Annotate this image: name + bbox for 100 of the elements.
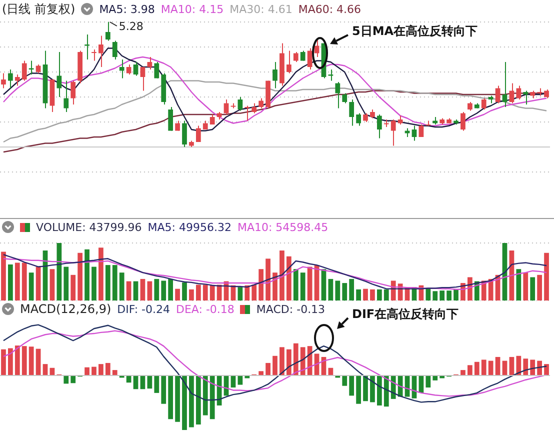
bar — [481, 360, 486, 376]
bar — [182, 282, 187, 300]
bar — [376, 376, 382, 406]
bar — [22, 262, 27, 300]
annotation: 5.28 — [118, 20, 144, 33]
bar — [84, 249, 90, 300]
bar — [432, 376, 438, 380]
bar — [22, 346, 27, 376]
bar — [460, 370, 466, 376]
bar — [356, 289, 361, 300]
bar — [202, 376, 208, 416]
bar — [280, 250, 284, 300]
bar — [168, 376, 174, 420]
bar — [370, 289, 375, 300]
bar — [133, 281, 138, 300]
bar — [258, 371, 264, 376]
bar — [293, 269, 298, 300]
bar — [210, 376, 215, 420]
bar — [446, 290, 452, 300]
bar — [495, 356, 500, 376]
text: MA10: 54598.45 — [237, 220, 328, 234]
bar — [426, 288, 431, 300]
bar — [154, 278, 160, 300]
bar — [238, 376, 243, 385]
bar — [1, 252, 6, 300]
candlestick — [84, 34, 90, 60]
bar — [488, 360, 494, 376]
bar — [64, 266, 69, 300]
bar — [70, 274, 76, 300]
bar — [84, 367, 90, 376]
bar — [105, 362, 110, 376]
chart-title: (日线 前复权) — [2, 0, 76, 18]
chart-title: MACD(12,26,9) — [20, 302, 112, 316]
bar — [28, 272, 34, 300]
bar — [1, 349, 6, 376]
bar — [300, 272, 306, 300]
bar — [349, 278, 354, 300]
bar — [384, 289, 389, 300]
bar — [523, 272, 528, 300]
bar — [468, 277, 472, 300]
bar — [266, 362, 270, 376]
bar — [147, 281, 152, 300]
bar — [50, 269, 55, 300]
bar — [28, 346, 34, 376]
bar — [523, 358, 528, 376]
legend-label: MACD: -0.13 — [256, 302, 326, 316]
bar — [189, 289, 194, 300]
bar — [36, 266, 41, 300]
bar — [119, 272, 124, 300]
bar — [244, 285, 250, 300]
text: MA5: 3.98 — [99, 2, 155, 16]
bar — [14, 346, 20, 376]
bar — [266, 258, 270, 300]
bar — [544, 252, 549, 300]
bar — [196, 376, 201, 425]
bar — [112, 370, 118, 376]
bar — [537, 360, 542, 376]
bar — [530, 360, 536, 376]
bar — [468, 365, 472, 376]
bar — [516, 269, 522, 300]
bar — [175, 376, 180, 422]
bar — [14, 262, 20, 300]
bar — [286, 349, 292, 376]
bar — [168, 278, 174, 300]
bar — [78, 252, 82, 300]
bar — [92, 266, 96, 300]
bar — [64, 376, 69, 384]
bar — [376, 289, 382, 300]
bar — [92, 366, 96, 376]
bar — [126, 281, 132, 300]
text: DIF在高位反转向下 — [352, 306, 459, 323]
bar — [8, 348, 13, 376]
series-label: DIF: -0.24 — [117, 302, 170, 316]
bar — [342, 283, 348, 300]
bar — [432, 291, 438, 300]
legend-label: VOLUME: 43799.96 — [36, 220, 142, 234]
bar — [70, 376, 76, 384]
bar — [140, 278, 146, 300]
bar — [182, 376, 187, 430]
bar — [426, 376, 431, 388]
bar — [56, 243, 62, 300]
bar — [384, 376, 389, 407]
bar — [454, 289, 458, 300]
bar — [363, 376, 368, 402]
bar — [328, 278, 334, 300]
text: MA30: 4.61 — [230, 2, 292, 16]
text: MA10: 4.15 — [160, 2, 224, 16]
bar — [112, 265, 118, 300]
bar — [202, 284, 208, 300]
annotation: 5日MA在高位反转向下 — [352, 23, 478, 40]
bar — [293, 343, 298, 376]
bar — [105, 265, 110, 300]
bar — [154, 376, 160, 393]
bar — [440, 290, 445, 300]
bar — [286, 256, 292, 300]
bar — [516, 356, 522, 376]
bar — [537, 274, 542, 300]
bar — [8, 264, 13, 300]
text: MA5: 49956.32 — [148, 220, 232, 234]
bar — [189, 376, 194, 428]
